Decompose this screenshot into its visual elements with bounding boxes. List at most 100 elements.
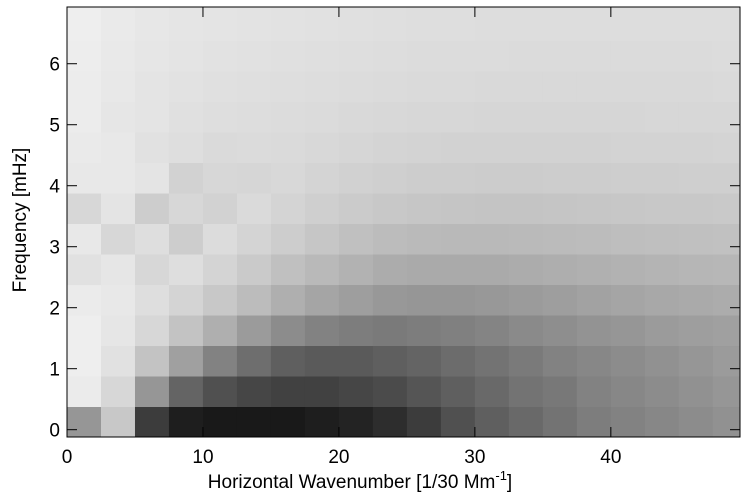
heat-cell [678, 254, 714, 286]
heat-cell [338, 284, 374, 316]
heat-cell [202, 101, 238, 133]
heat-cell [338, 254, 374, 286]
heat-cell [678, 132, 714, 164]
heat-cell [270, 284, 306, 316]
heat-cell [304, 223, 340, 255]
heat-cell [134, 254, 170, 286]
heat-cell [610, 254, 646, 286]
x-axis-label-end: ] [507, 472, 512, 493]
heat-cell [100, 406, 136, 438]
heat-cell [406, 162, 442, 194]
heat-cell [168, 315, 204, 347]
heat-cell [644, 254, 680, 286]
heat-cell [304, 284, 340, 316]
y-tick-label: 4 [49, 177, 60, 198]
y-tick-label: 3 [49, 238, 60, 259]
heat-cell [440, 254, 476, 286]
heat-cell [134, 376, 170, 408]
heat-cell [304, 315, 340, 347]
heat-cell [576, 345, 612, 377]
heat-cell [406, 406, 442, 438]
heat-cell [712, 40, 741, 72]
heat-cell [202, 132, 238, 164]
heat-cell [202, 284, 238, 316]
heat-cell [134, 71, 170, 103]
heat-cell [542, 223, 578, 255]
heat-cell [168, 71, 204, 103]
heat-cell [168, 193, 204, 225]
heat-cell [67, 406, 102, 438]
heat-cell [678, 101, 714, 133]
heat-cell [67, 101, 102, 133]
heat-cell [202, 71, 238, 103]
heat-cell [372, 406, 408, 438]
heat-cell [270, 71, 306, 103]
heat-cell [372, 284, 408, 316]
heat-cell [67, 315, 102, 347]
heat-cell [134, 40, 170, 72]
heat-cell [440, 223, 476, 255]
heat-cell [168, 406, 204, 438]
heat-cell [508, 40, 544, 72]
heat-cell [712, 376, 741, 408]
y-tick-label: 1 [49, 360, 60, 381]
heat-cell [100, 7, 136, 42]
heat-cell [100, 315, 136, 347]
heat-cell [610, 71, 646, 103]
heat-cell [576, 162, 612, 194]
heat-cell [610, 315, 646, 347]
heat-cell [236, 40, 272, 72]
heat-cell [610, 376, 646, 408]
heat-cell [270, 193, 306, 225]
heat-cell [372, 7, 408, 42]
heat-cell [474, 7, 510, 42]
x-axis-label-sup: -1 [495, 468, 507, 483]
heat-cell [712, 162, 741, 194]
heat-cell [67, 345, 102, 377]
heat-cell [202, 193, 238, 225]
heat-cell [338, 315, 374, 347]
heat-cell [100, 223, 136, 255]
heat-cell [678, 7, 714, 42]
heat-cell [712, 71, 741, 103]
heat-cell [644, 132, 680, 164]
heat-cell [236, 223, 272, 255]
heat-cell [372, 162, 408, 194]
heat-cell [576, 7, 612, 42]
y-tick-label: 5 [49, 116, 60, 137]
heat-cell [406, 223, 442, 255]
heat-cell [644, 345, 680, 377]
heat-cell [202, 7, 238, 42]
heat-cell [67, 162, 102, 194]
heat-cell [644, 406, 680, 438]
heat-cell [67, 376, 102, 408]
heat-cell [474, 40, 510, 72]
heat-cell [406, 40, 442, 72]
heat-cell [542, 132, 578, 164]
heat-cell [474, 254, 510, 286]
heat-cell [440, 406, 476, 438]
heat-cell [236, 7, 272, 42]
x-tick-label: 40 [600, 447, 621, 468]
heat-cell [542, 406, 578, 438]
heat-cell [508, 132, 544, 164]
heat-cell [202, 162, 238, 194]
heat-cell [372, 40, 408, 72]
heat-cell [100, 132, 136, 164]
heat-cell [202, 223, 238, 255]
heat-cell [236, 193, 272, 225]
heat-cell [542, 284, 578, 316]
heat-cell [338, 162, 374, 194]
heat-cell [67, 223, 102, 255]
heat-cell [304, 162, 340, 194]
heat-cell [712, 406, 741, 438]
heat-cell [610, 406, 646, 438]
heat-cell [542, 71, 578, 103]
heat-cell [100, 162, 136, 194]
heat-cell [270, 40, 306, 72]
heat-cell [202, 345, 238, 377]
heat-cell [440, 71, 476, 103]
heat-cell [67, 132, 102, 164]
heat-cell [304, 345, 340, 377]
heat-cell [576, 71, 612, 103]
